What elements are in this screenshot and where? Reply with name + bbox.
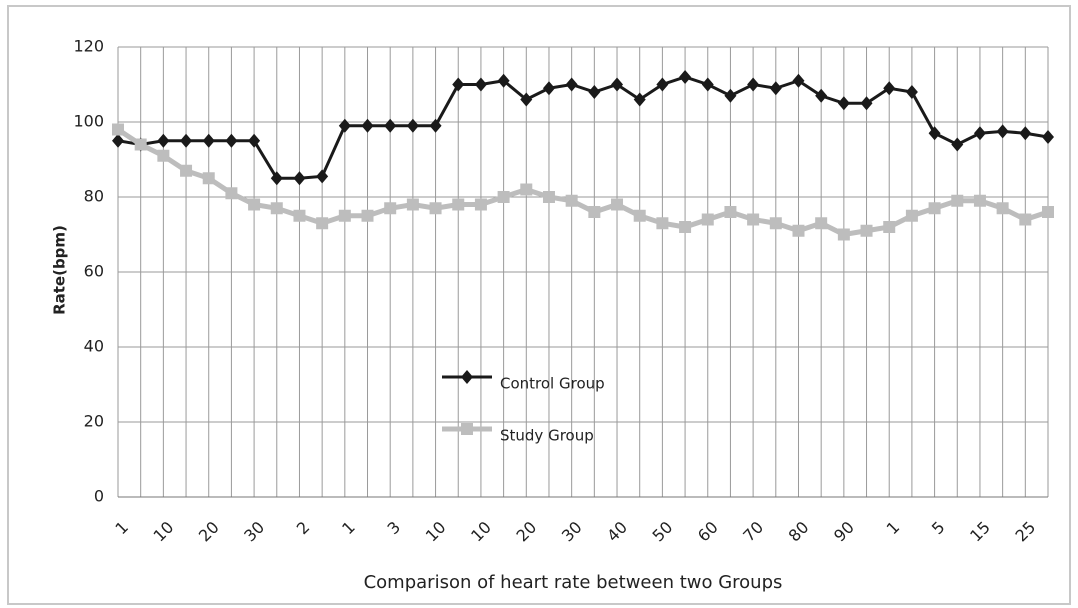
data-point [452, 77, 465, 92]
y-tick-label: 100 [73, 112, 104, 131]
data-point [520, 183, 533, 196]
data-point [134, 138, 147, 151]
data-point [565, 77, 578, 92]
data-point [565, 194, 578, 207]
data-point [724, 206, 737, 218]
data-point [248, 198, 261, 211]
data-point [542, 81, 555, 96]
data-point [973, 194, 986, 207]
data-point [361, 118, 374, 133]
data-point [202, 133, 215, 148]
data-point [883, 81, 896, 96]
data-point [701, 213, 714, 226]
data-point [361, 209, 374, 222]
data-point [429, 202, 442, 215]
data-point [316, 217, 329, 230]
data-point [951, 137, 964, 152]
data-point [293, 209, 306, 222]
data-point [497, 73, 510, 88]
legend-marker [461, 423, 473, 435]
data-point [112, 123, 124, 136]
data-point [837, 228, 850, 241]
data-point [316, 169, 329, 184]
data-point [747, 77, 760, 92]
data-point [293, 171, 306, 186]
data-point [928, 202, 941, 215]
legend-label: Control Group [500, 375, 605, 393]
data-point [338, 118, 351, 133]
data-point [905, 85, 918, 99]
data-point [1019, 126, 1032, 141]
data-point [338, 209, 351, 222]
data-point [270, 202, 283, 215]
data-point [588, 206, 601, 218]
data-point [474, 198, 487, 211]
y-axis-label: Rate(bpm) [51, 225, 69, 315]
data-point [384, 202, 397, 215]
data-point [633, 92, 646, 107]
legend-label: Study Group [500, 427, 594, 445]
data-point [406, 198, 419, 211]
data-point [860, 224, 873, 237]
x-axis-label: Comparison of heart rate between two Gro… [364, 572, 783, 593]
data-point [724, 88, 737, 103]
y-tick-label: 120 [73, 37, 104, 56]
data-point [701, 77, 714, 92]
data-point [180, 164, 193, 177]
data-point [520, 92, 533, 107]
data-point [679, 221, 692, 233]
data-point [406, 118, 419, 133]
data-point [1019, 213, 1032, 226]
data-point [769, 81, 782, 96]
data-point [611, 77, 624, 92]
data-point [248, 133, 261, 148]
data-point [951, 194, 964, 207]
data-point [792, 224, 805, 237]
y-tick-label: 80 [84, 187, 104, 206]
legend-marker [461, 370, 473, 384]
data-point [202, 172, 215, 185]
data-point [996, 202, 1009, 215]
data-point [815, 217, 828, 230]
data-point [452, 198, 465, 211]
data-point [474, 77, 487, 92]
data-point [1042, 130, 1054, 144]
data-point [384, 118, 397, 133]
data-point [497, 191, 510, 203]
data-point [588, 85, 601, 99]
data-point [270, 171, 283, 186]
data-point [225, 133, 238, 148]
data-point [679, 70, 692, 84]
data-point [815, 88, 828, 103]
data-point [180, 133, 193, 148]
data-point [1042, 206, 1054, 218]
data-point [225, 187, 238, 200]
data-point [656, 77, 669, 92]
data-point [792, 73, 805, 88]
data-point [928, 126, 941, 141]
chart-frame [7, 5, 1071, 605]
data-point [905, 209, 918, 222]
data-point [656, 217, 669, 230]
data-point [157, 149, 170, 162]
data-point [860, 96, 873, 111]
data-point [611, 198, 624, 211]
y-tick-label: 60 [84, 262, 104, 281]
y-tick-label: 0 [94, 487, 104, 506]
data-point [769, 217, 782, 230]
data-point [112, 133, 124, 148]
data-point [883, 221, 896, 233]
data-point [837, 96, 850, 111]
data-point [157, 133, 170, 148]
data-point [747, 213, 760, 226]
data-point [973, 126, 986, 141]
data-point [996, 124, 1009, 139]
data-point [429, 118, 442, 133]
data-point [633, 209, 646, 222]
data-point [542, 191, 555, 203]
y-tick-label: 40 [84, 337, 104, 356]
y-tick-label: 20 [84, 412, 104, 431]
